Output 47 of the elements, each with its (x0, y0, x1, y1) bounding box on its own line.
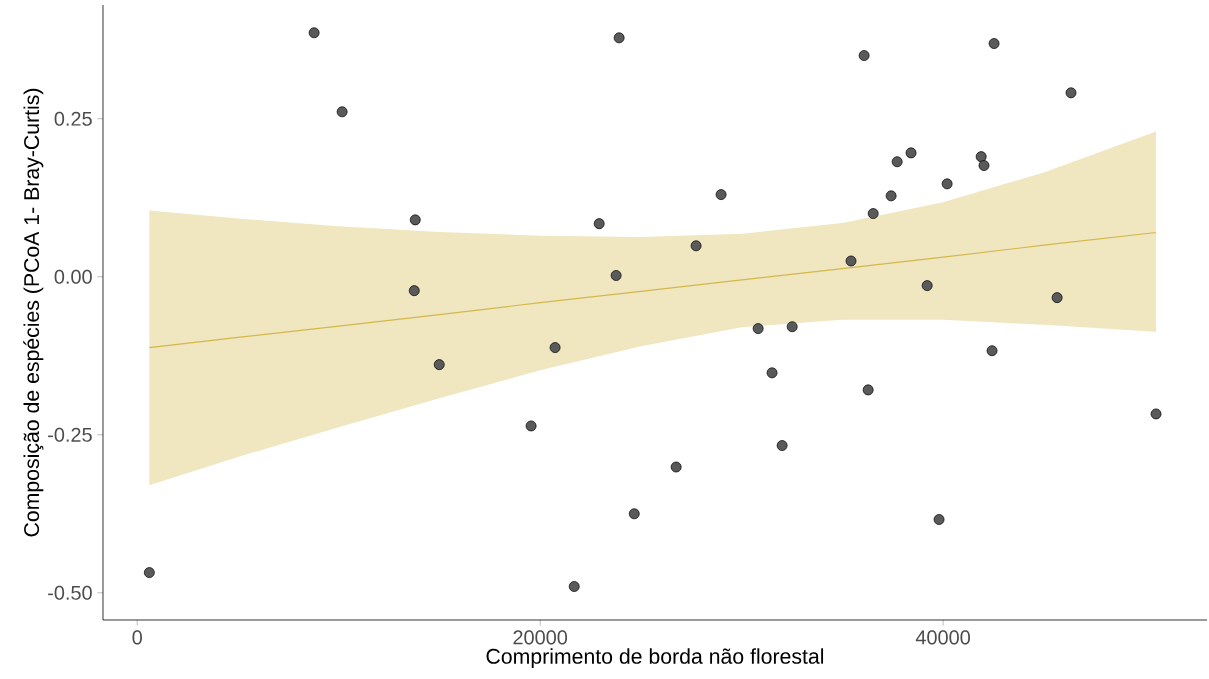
point (409, 214, 421, 226)
y-tick-label: 0.00 (54, 269, 92, 284)
point (610, 270, 622, 281)
point (975, 151, 987, 163)
x-axis-title: Comprimento de borda não florestal (486, 648, 824, 669)
point (862, 384, 874, 396)
point (941, 178, 953, 190)
point (1150, 408, 1162, 420)
x-tick-label: 40000 (915, 630, 970, 645)
point (988, 38, 1000, 49)
point (845, 255, 857, 267)
point (921, 280, 933, 291)
line-series (148, 231, 1157, 349)
point (549, 342, 561, 353)
point (143, 567, 155, 578)
y-tick-label: -0.25 (48, 427, 92, 442)
x-tick-label: 0 (132, 630, 142, 645)
point (986, 345, 998, 357)
y-tick-label: -0.50 (48, 585, 92, 600)
point (1065, 87, 1077, 99)
point (978, 160, 990, 171)
point (308, 27, 320, 39)
point (933, 514, 945, 525)
point (568, 581, 580, 592)
point (905, 147, 917, 159)
point (786, 321, 798, 333)
point (766, 367, 778, 379)
point (858, 50, 870, 61)
y-axis-title: Composição de espécies (PCoA 1- Bray-Curtis) (23, 88, 44, 537)
point (408, 285, 420, 297)
point (891, 156, 903, 168)
point (885, 190, 897, 202)
point (336, 106, 348, 118)
point (690, 240, 702, 252)
point (1051, 292, 1063, 304)
point (613, 32, 625, 44)
point (752, 323, 764, 334)
y-tick-label: 0.25 (54, 111, 92, 126)
point (593, 218, 605, 230)
x-tick-label: 20000 (513, 630, 568, 645)
point (670, 461, 682, 473)
point (628, 508, 640, 520)
point (867, 208, 879, 219)
point (715, 189, 727, 200)
point (433, 359, 445, 371)
point (776, 440, 788, 451)
point (525, 420, 537, 432)
